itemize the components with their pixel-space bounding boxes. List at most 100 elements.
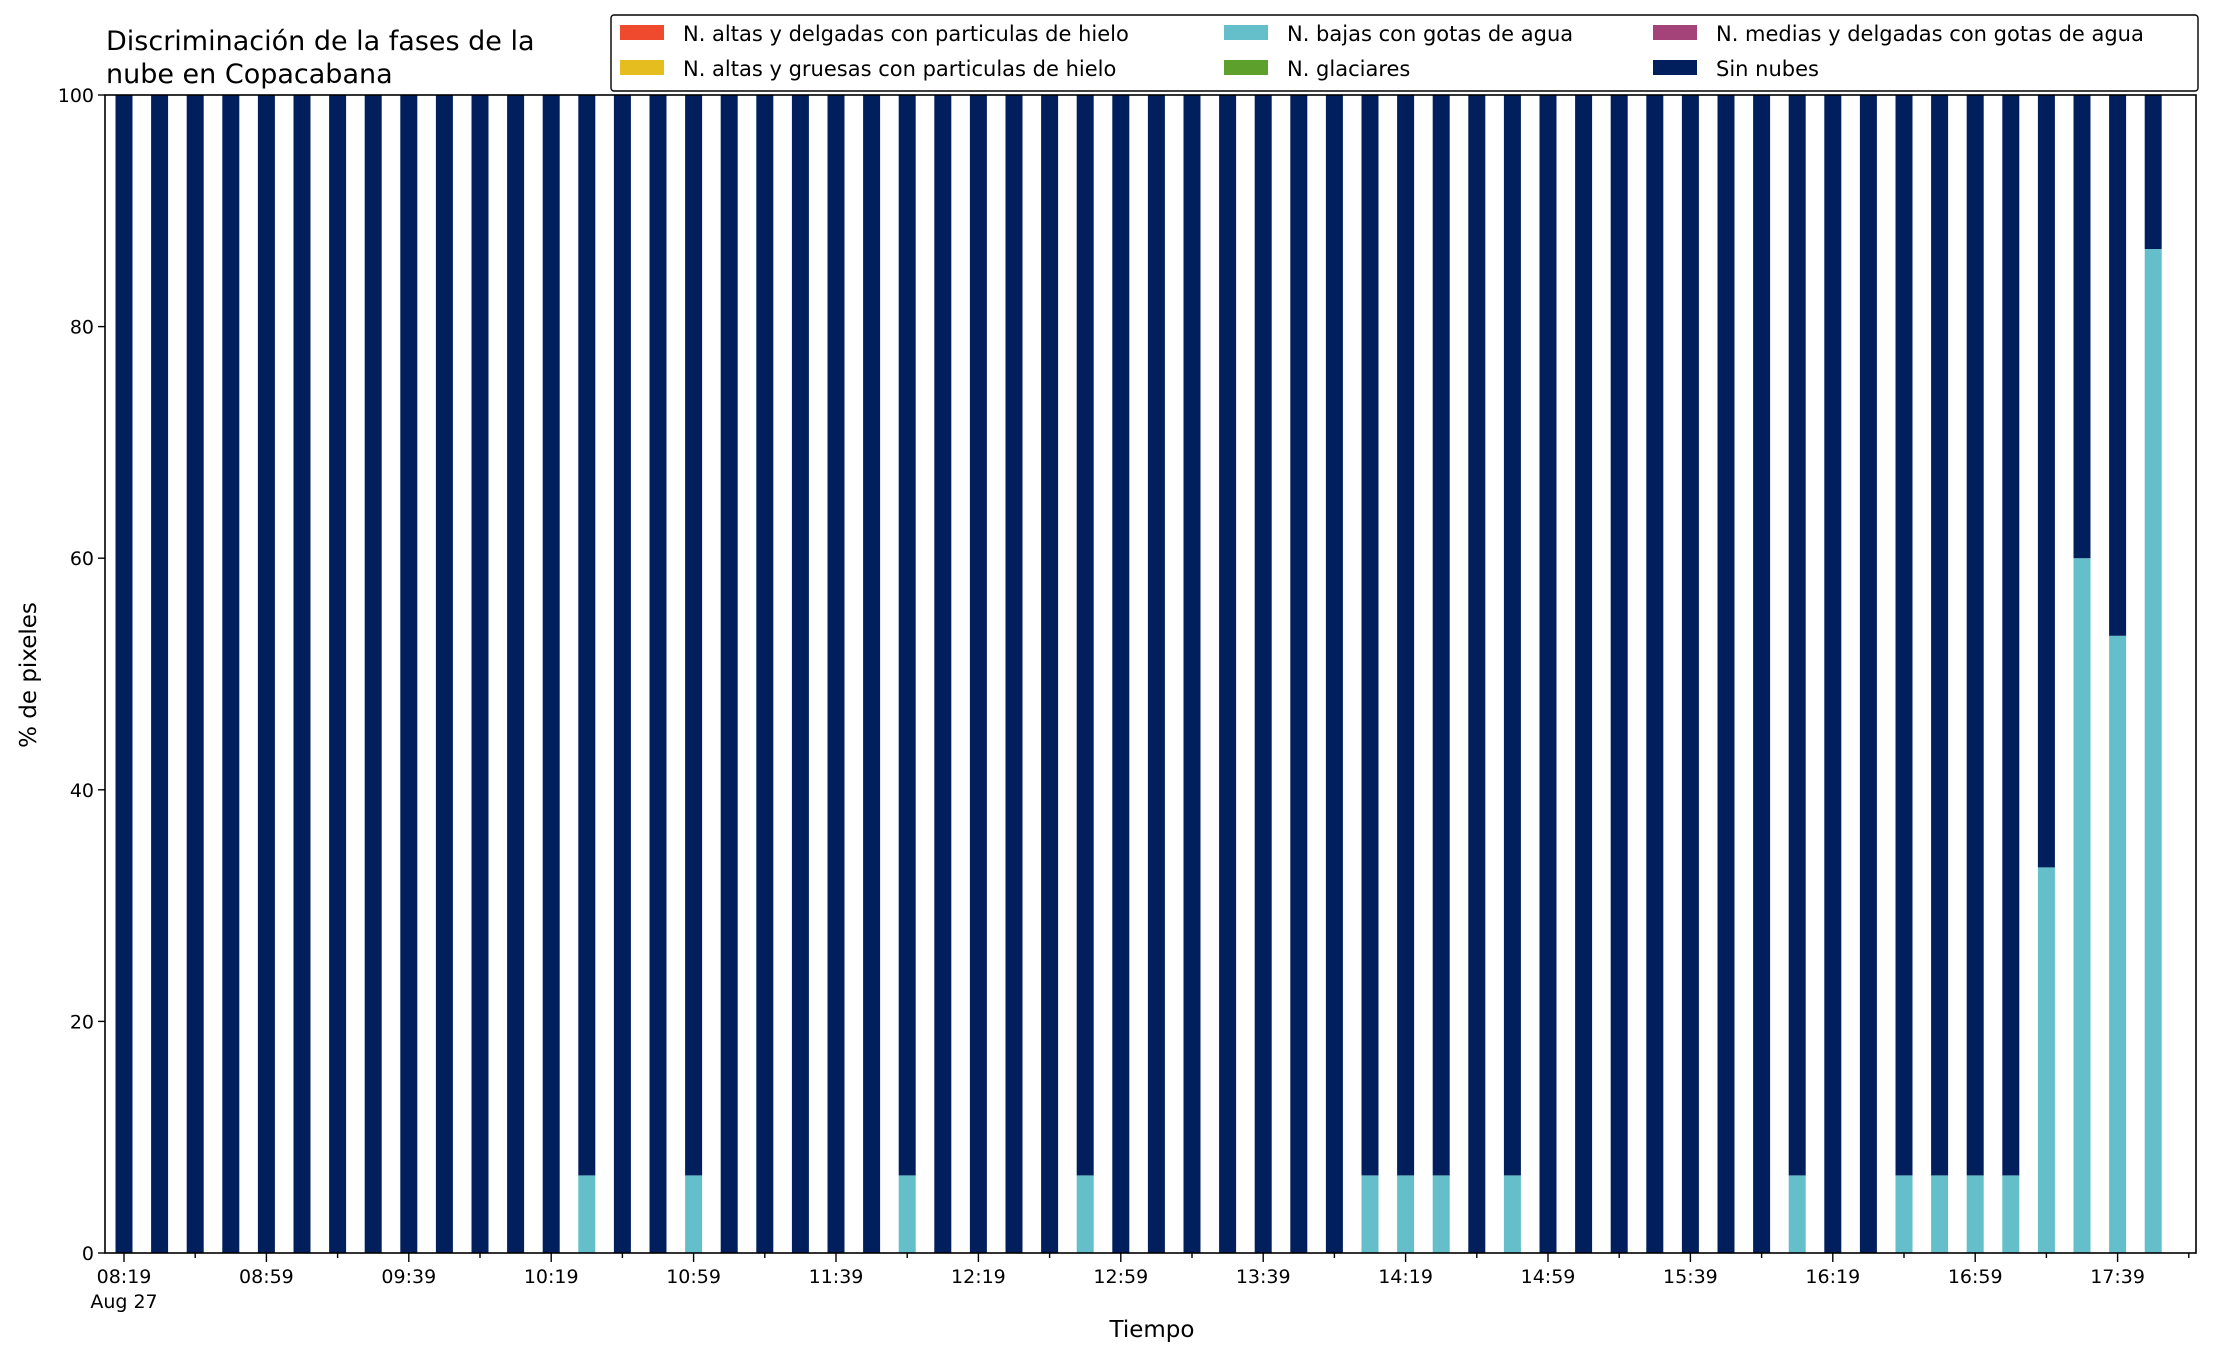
bar-series-2-37 [1432, 1175, 1450, 1253]
bar-series-2-51 [1931, 1175, 1949, 1253]
bar-series-5-52 [1966, 95, 1984, 1176]
bar-series-5-16 [685, 95, 703, 1176]
bar-series-5-18 [756, 95, 774, 1253]
bar-series-2-57 [2144, 249, 2162, 1253]
bar-series-5-43 [1646, 95, 1664, 1253]
x-tick-label: 09:39 [381, 1266, 436, 1288]
x-tick-label: 12:59 [1093, 1266, 1148, 1288]
x-ticks: 08:19 08:59 09:39 10:19 10:59 11:39 12:19 12:59… [90, 1253, 2190, 1313]
bar-series-5-48 [1824, 95, 1842, 1253]
bar-series-5-9 [435, 95, 453, 1253]
bar-series-5-51 [1931, 95, 1949, 1176]
y-tick-label: 40 [70, 780, 94, 802]
bar-series-2-47 [1788, 1175, 1806, 1253]
bar-series-5-14 [613, 95, 631, 1253]
y-tick-label: 20 [70, 1011, 94, 1033]
x-tick-label: 15:39 [1663, 1266, 1718, 1288]
bar-series-5-4 [257, 95, 275, 1253]
bar-series-5-7 [364, 95, 382, 1253]
legend-box [610, 14, 2199, 92]
bar-series-5-12 [542, 95, 560, 1253]
bar-series-5-24 [969, 95, 987, 1253]
bar-series-2-36 [1397, 1175, 1415, 1253]
bar-series-2-53 [2002, 1175, 2020, 1253]
bar-series-2-16 [685, 1175, 703, 1253]
bar-series-5-27 [1076, 95, 1094, 1176]
chart-title-line-2: nube en Copacabana [106, 59, 393, 90]
bar-series-5-32 [1254, 95, 1272, 1253]
bar-series-5-8 [400, 95, 418, 1253]
chart-title-line-1: Discriminación de la fases de la [106, 26, 535, 57]
x-tick-label: 14:19 [1378, 1266, 1433, 1288]
legend-label-3: N. glaciares [1287, 57, 1410, 81]
x-tick-label: 16:19 [1805, 1266, 1860, 1288]
bar-series-5-25 [1005, 95, 1023, 1253]
bar-series-5-54 [2037, 95, 2055, 868]
bar-series-5-29 [1147, 95, 1165, 1253]
bar-series-5-46 [1753, 95, 1771, 1253]
y-axis-label: % de pixeles [16, 602, 42, 748]
bar-series-5-45 [1717, 95, 1735, 1253]
legend: N. altas y delgadas con particulas de hi… [610, 14, 2199, 92]
legend-swatch-2 [1224, 25, 1268, 40]
x-tick-label: 10:59 [666, 1266, 721, 1288]
bar-series-5-44 [1681, 95, 1699, 1253]
legend-label-2: N. bajas con gotas de agua [1287, 22, 1573, 46]
bar-series-5-42 [1610, 95, 1628, 1253]
y-tick-label: 100 [58, 85, 94, 107]
bar-series-2-39 [1503, 1175, 1521, 1253]
x-date-label: Aug 27 [90, 1291, 157, 1313]
bar-series-5-23 [934, 95, 952, 1253]
legend-swatch-0 [620, 25, 664, 40]
y-ticks: 0 20 40 60 80 100 [58, 85, 105, 1265]
bar-series-5-20 [827, 95, 845, 1253]
bar-series-5-26 [1041, 95, 1059, 1253]
bar-series-5-6 [329, 95, 347, 1253]
bar-series-5-53 [2002, 95, 2020, 1176]
bar-series-5-50 [1895, 95, 1913, 1176]
bar-series-2-52 [1966, 1175, 1984, 1253]
bar-series-5-57 [2144, 95, 2162, 250]
bar-series-2-54 [2037, 867, 2055, 1253]
x-tick-label: 16:59 [1948, 1266, 2003, 1288]
legend-label-1: N. altas y gruesas con particulas de hie… [683, 57, 1116, 81]
bar-series-5-35 [1361, 95, 1379, 1176]
x-tick-label: 08:19 [97, 1266, 152, 1288]
x-tick-label: 12:19 [951, 1266, 1006, 1288]
y-tick-label: 60 [70, 548, 94, 570]
legend-label-0: N. altas y delgadas con particulas de hi… [683, 22, 1129, 46]
bar-series-5-56 [2109, 95, 2127, 636]
legend-swatch-4 [1653, 25, 1697, 40]
bar-series-5-3 [222, 95, 240, 1253]
bar-series-5-34 [1325, 95, 1343, 1253]
bar-series-5-28 [1112, 95, 1130, 1253]
y-tick-label: 80 [70, 317, 94, 339]
bar-series-5-49 [1859, 95, 1877, 1253]
bar-series-5-22 [898, 95, 916, 1176]
legend-swatch-5 [1653, 60, 1697, 75]
plot-frame [104, 94, 2197, 1254]
bar-series-5-39 [1503, 95, 1521, 1176]
bar-series-2-22 [898, 1175, 916, 1253]
bar-series-5-47 [1788, 95, 1806, 1176]
bar-series-2-55 [2073, 558, 2091, 1253]
bar-series-2-56 [2109, 635, 2127, 1253]
bar-series-5-55 [2073, 95, 2091, 559]
legend-swatch-1 [620, 60, 664, 75]
bar-series-5-5 [293, 95, 311, 1253]
bar-series-2-50 [1895, 1175, 1913, 1253]
bar-series-5-2 [186, 95, 204, 1253]
bar-series-5-11 [507, 95, 525, 1253]
bar-series-5-36 [1397, 95, 1415, 1176]
legend-swatch-3 [1224, 60, 1268, 75]
legend-label-4: N. medias y delgadas con gotas de agua [1716, 22, 2144, 46]
bar-series-5-31 [1219, 95, 1237, 1253]
x-tick-label: 17:39 [2090, 1266, 2145, 1288]
bar-series-5-13 [578, 95, 596, 1176]
bar-series-2-27 [1076, 1175, 1094, 1253]
bar-series-2-35 [1361, 1175, 1379, 1253]
y-tick-label: 0 [82, 1243, 94, 1265]
bar-series-5-30 [1183, 95, 1201, 1253]
x-axis-label: Tiempo [1109, 1317, 1195, 1343]
